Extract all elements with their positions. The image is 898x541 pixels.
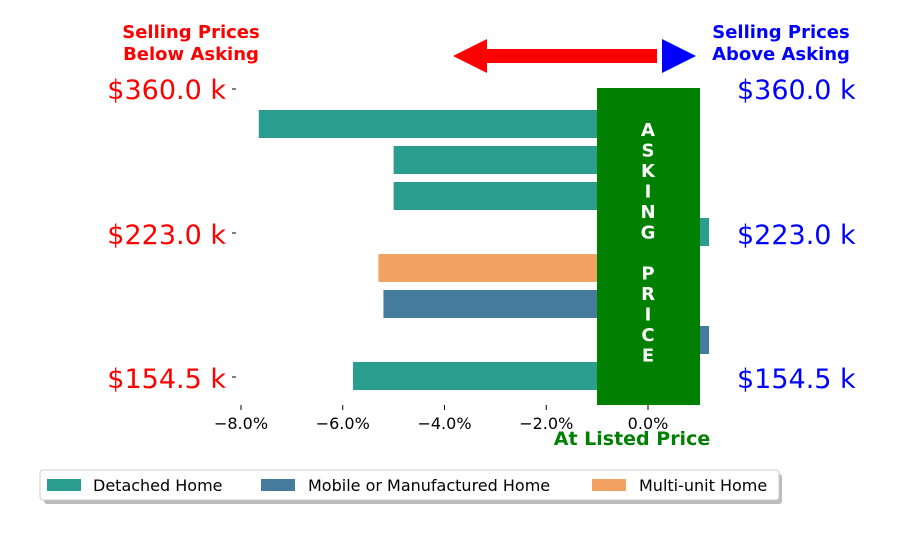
legend-label-detached: Detached Home (93, 476, 223, 495)
asking-price-letter: P (641, 264, 654, 285)
x-tick-label: −6.0% (316, 414, 370, 433)
asking-price-letter: I (645, 305, 652, 326)
asking-price-letter: R (641, 284, 655, 305)
above-asking-label-line2: Above Asking (712, 44, 850, 65)
right-price-label: $223.0 k (737, 220, 856, 251)
x-tick-label: −2.0% (519, 414, 573, 433)
left-price-label: $154.5 k (107, 364, 226, 395)
above-asking-label-line1: Selling Prices (712, 22, 849, 43)
right-arrow-icon (662, 39, 696, 73)
legend-label-multiunit: Multi-unit Home (639, 476, 767, 495)
legend-label-mobile: Mobile or Manufactured Home (308, 476, 550, 495)
asking-price-letter: E (642, 346, 654, 367)
asking-price-band (597, 88, 700, 405)
x-tick-label: −8.0% (214, 414, 268, 433)
asking-price-letter: N (640, 202, 655, 223)
asking-price-letter: S (642, 141, 655, 162)
left-price-label: $360.0 k (107, 75, 226, 106)
legend-swatch-detached (47, 479, 81, 491)
asking-price-letter: C (641, 325, 654, 346)
x-axis: −8.0% −6.0% −4.0% −2.0% 0.0% (214, 405, 668, 433)
x-axis-label: At Listed Price (554, 428, 710, 450)
x-tick-label: −4.0% (417, 414, 471, 433)
legend-swatch-mobile (261, 479, 295, 491)
asking-price-letter: A (641, 120, 655, 141)
below-asking-label-line1: Selling Prices (122, 22, 259, 43)
bar-detached-home (258, 110, 648, 138)
left-arrow-icon (453, 39, 657, 73)
legend-swatch-multiunit (592, 479, 626, 491)
x-tick-label: 0.0% (628, 414, 669, 433)
right-price-label: $360.0 k (737, 75, 856, 106)
right-price-label: $154.5 k (737, 364, 856, 395)
legend-box (39, 469, 780, 501)
asking-price-letter: I (645, 182, 652, 203)
legend: Detached Home Mobile or Manufactured Hom… (39, 469, 782, 504)
left-price-label: $223.0 k (107, 220, 226, 251)
asking-price-letter: K (641, 161, 656, 182)
below-asking-label-line2: Below Asking (123, 44, 259, 65)
asking-price-letter: G (641, 223, 656, 244)
